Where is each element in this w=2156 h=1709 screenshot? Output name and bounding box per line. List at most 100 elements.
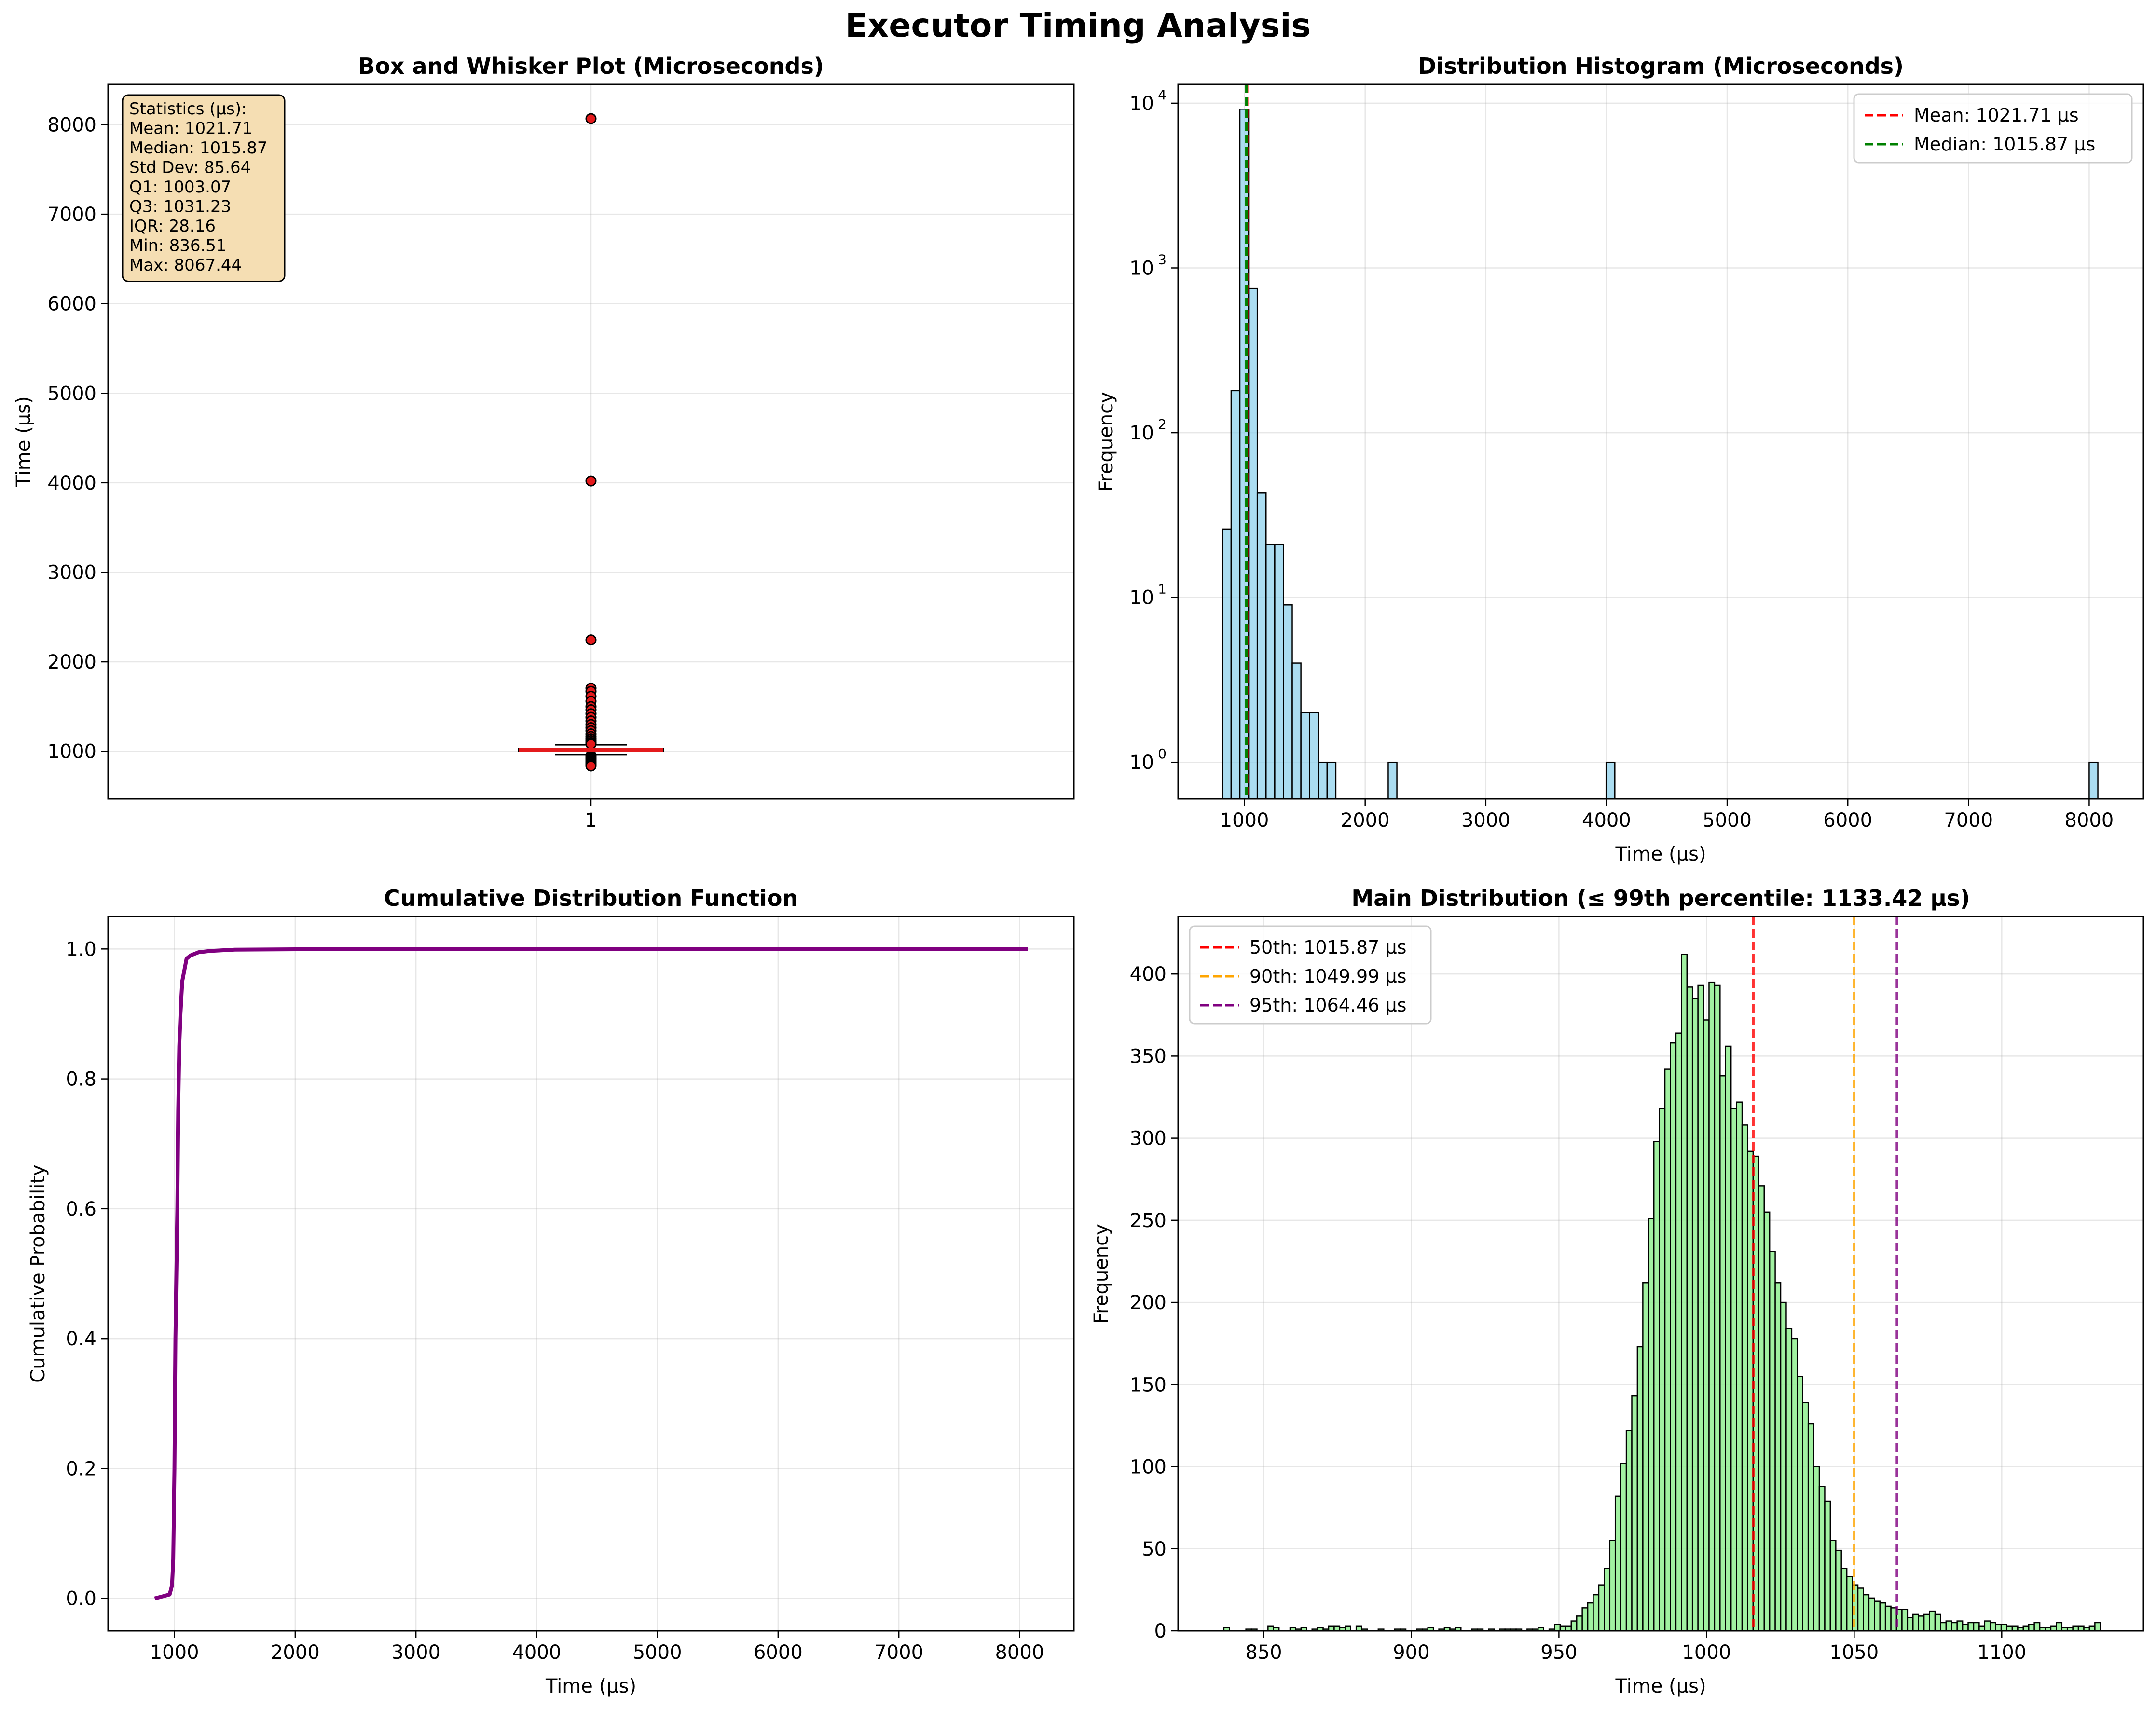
hist-bar: [1309, 712, 1319, 799]
main-bar: [1995, 1624, 2002, 1632]
main-bar: [1642, 1282, 1649, 1632]
main-legend-label: 90th: 1049.99 µs: [1250, 966, 1406, 987]
cdf-xtick-label: 2000: [271, 1641, 320, 1664]
hist-bar: [1274, 544, 1284, 799]
hist-ytick-label: 10: [1129, 422, 1154, 444]
hist-bar: [1318, 761, 1328, 799]
box-ytick-label: 8000: [47, 114, 96, 137]
hist-bar: [1265, 544, 1276, 799]
box-ytick-label: 2000: [47, 651, 96, 673]
cdf-xtick-label: 7000: [874, 1641, 923, 1664]
main-xtick-label: 850: [1245, 1641, 1282, 1664]
main-bar: [1691, 998, 1699, 1632]
hist-legend: [1853, 93, 2133, 164]
main-bar: [1907, 1617, 1914, 1632]
main-bar: [1780, 1301, 1787, 1632]
main-title: Main Distribution (≤ 99th percentile: 11…: [1351, 885, 1970, 911]
main-bar: [1840, 1568, 1848, 1632]
main-xtick-label: 1000: [1682, 1641, 1731, 1664]
hist-ytick-exponent: 2: [1158, 416, 1167, 432]
main-bar: [1934, 1613, 1941, 1632]
main-bar: [2011, 1625, 2019, 1632]
main-bar: [1818, 1486, 1826, 1632]
main-bar: [1741, 1124, 1748, 1632]
main-bar: [1879, 1602, 1886, 1632]
main-bar: [1973, 1622, 1980, 1632]
hist-bar: [1230, 390, 1241, 799]
box-ytick-label: 4000: [47, 472, 96, 494]
main-bar: [1725, 1045, 1732, 1632]
hist-ytick-exponent: 1: [1158, 581, 1167, 597]
main-ytick-label: 0: [1154, 1620, 1167, 1642]
box-axes-frame: [107, 83, 1075, 800]
main-bars: [1223, 954, 2101, 1632]
main-ytick-label: 400: [1130, 963, 1167, 985]
main-xtick-label: 1050: [1829, 1641, 1879, 1664]
hist-bar: [1387, 761, 1398, 799]
cdf-plot: Cumulative Distribution Function Time (µs…: [27, 885, 1075, 1697]
main-bar: [1791, 1338, 1798, 1632]
main-bar: [1609, 1540, 1616, 1632]
main-bar: [1912, 1613, 1919, 1632]
hist-bars: [1222, 109, 2099, 799]
main-ytick-label: 100: [1130, 1456, 1167, 1478]
main-bar: [1929, 1610, 1936, 1632]
cdf-ytick-label: 0.2: [66, 1458, 96, 1480]
main-bar: [1807, 1423, 1814, 1632]
cdf-line: [154, 947, 1028, 1600]
stats-line: Min: 836.51: [129, 236, 227, 256]
main-axes-frame: [1177, 916, 2144, 1632]
main-bar: [1736, 1101, 1743, 1632]
main-bar: [1868, 1597, 1875, 1632]
main-xtick-label: 950: [1540, 1641, 1577, 1664]
box-outlier-point: [585, 738, 597, 750]
hist-plot-area: [1178, 84, 2143, 799]
main-bar: [1890, 1607, 1897, 1632]
cdf-xtick-label: 5000: [633, 1641, 682, 1664]
main-bar: [1708, 981, 1716, 1632]
main-bar: [1703, 1019, 1710, 1632]
main-bar: [2000, 1624, 2007, 1632]
main-bar: [1956, 1620, 1964, 1632]
main-bar: [1962, 1624, 1969, 1632]
main-legend-label: 50th: 1015.87 µs: [1250, 937, 1406, 958]
main-bar: [1763, 1211, 1771, 1632]
main-bar: [1576, 1615, 1583, 1632]
main-bar: [1570, 1620, 1578, 1632]
cdf-ytick-label: 0.6: [66, 1198, 96, 1220]
main-bar: [1333, 1625, 1341, 1632]
main-bar: [1648, 1218, 1655, 1632]
main-bar: [1835, 1549, 1842, 1632]
main-bar: [2077, 1625, 2085, 1632]
box-plot: Box and Whisker Plot (Microseconds) Time …: [13, 53, 1075, 832]
main-bar: [2050, 1625, 2057, 1632]
main-bar: [1874, 1600, 1881, 1632]
cdf-xtick-label: 1000: [150, 1641, 199, 1664]
box-ytick-label: 7000: [47, 204, 96, 226]
main-bar: [1565, 1625, 1572, 1632]
hist-xtick-label: 7000: [1944, 809, 1993, 832]
main-ytick-label: 350: [1130, 1045, 1167, 1067]
main-legend: [1189, 925, 1432, 1025]
stats-line: Max: 8067.44: [129, 256, 242, 275]
box-outlier-point: [585, 760, 597, 772]
hist-ylabel: Frequency: [1095, 392, 1117, 492]
box-ytick-label: 6000: [47, 293, 96, 315]
hist-legend-label: Median: 1015.87 µs: [1914, 134, 2095, 155]
hist-xtick-label: 3000: [1461, 809, 1511, 832]
cdf-ytick-label: 1.0: [66, 938, 96, 960]
cdf-ylabel: Cumulative Probability: [27, 1164, 49, 1382]
stats-line: Q1: 1003.07: [129, 178, 231, 197]
main-bar: [1355, 1625, 1362, 1632]
hist-bar: [2088, 761, 2099, 799]
main-bar: [2088, 1625, 2096, 1632]
main-ytick-label: 150: [1130, 1374, 1167, 1396]
stats-line: Std Dev: 85.64: [129, 158, 251, 178]
cdf-xtick-label: 8000: [995, 1641, 1044, 1664]
main-bar: [1846, 1576, 1853, 1632]
main-bar: [2094, 1622, 2101, 1632]
stats-line: Mean: 1021.71: [129, 119, 253, 138]
hist-legend-label: Mean: 1021.71 µs: [1914, 105, 2079, 126]
hist-xtick-label: 4000: [1582, 809, 1631, 832]
main-bar: [1857, 1587, 1864, 1632]
